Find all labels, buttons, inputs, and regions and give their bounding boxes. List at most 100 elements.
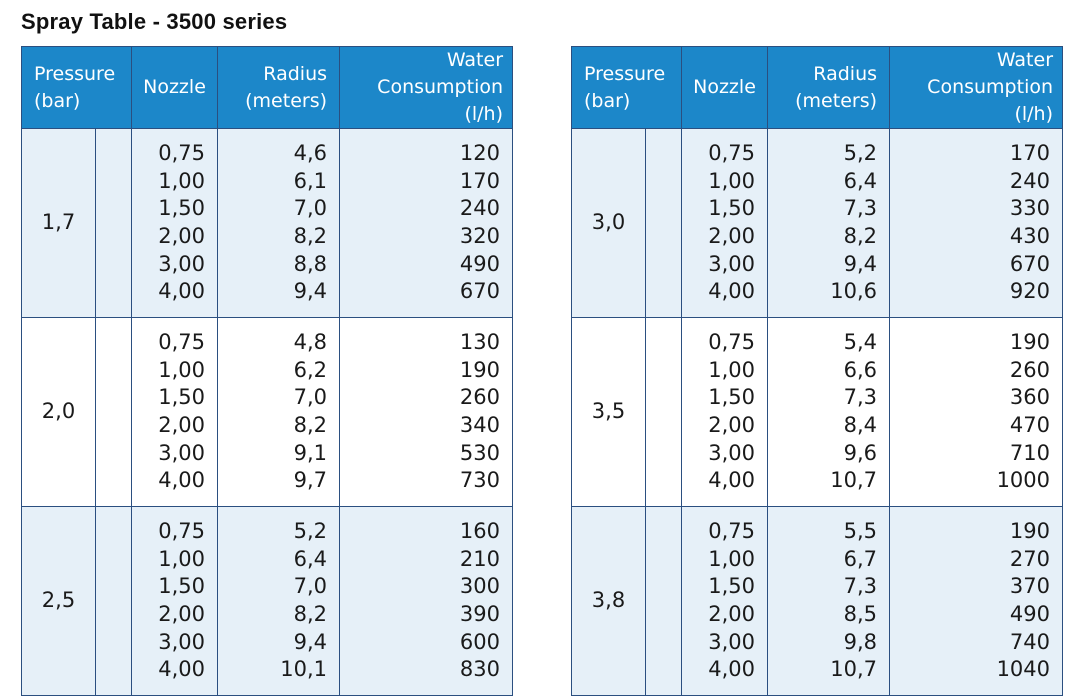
water-consumption-value: 600: [459, 629, 501, 654]
radius-value: 7,3: [843, 574, 878, 599]
water-consumption-value: 920: [1009, 279, 1051, 304]
nozzle-value: 1,00: [708, 168, 756, 193]
water-consumption-value: 190: [1009, 518, 1051, 543]
pressure-group-row: 1,7 0,75 1,00 1,50 2,00 3,00 4,00 4,6 6,1 7,0 8,2 8…: [21, 128, 514, 318]
radius-value: 9,4: [843, 251, 878, 276]
header-radius-line1: Radius: [263, 62, 328, 85]
radius-value: 9,6: [843, 440, 878, 465]
water-consumption-value: 340: [459, 413, 501, 437]
nozzle-column-cell: 0,75 1,00 1,50 2,00 3,00 4,00: [681, 506, 769, 696]
water-consumption-value: 470: [1009, 413, 1051, 437]
nozzle-value: 2,00: [708, 602, 756, 626]
radius-value: 5,5: [843, 518, 878, 543]
water-consumption-value: 390: [459, 602, 501, 626]
nozzle-value: 0,75: [708, 518, 756, 543]
header-radius-line2: (meters): [795, 89, 878, 112]
nozzle-value: 3,00: [158, 251, 206, 276]
water-consumption-value: 170: [459, 168, 501, 193]
nozzle-value: 2,00: [708, 224, 756, 248]
nozzle-value: 2,00: [158, 602, 206, 626]
spray-table-left: Pressure (bar) Nozzle Radius (meters) Wa…: [20, 46, 514, 696]
nozzle-value: 3,00: [708, 629, 756, 654]
nozzle-value: 2,00: [158, 224, 206, 248]
nozzle-value: 1,50: [158, 574, 206, 599]
water-column-cell: 190 260 360 470 710 1000: [889, 317, 1064, 507]
header-radius-line2: (meters): [245, 89, 328, 112]
table-body: 1,7 0,75 1,00 1,50 2,00 3,00 4,00 4,6 6,1 7,0 8,2 8…: [21, 128, 514, 696]
water-consumption-value: 430: [1009, 224, 1051, 248]
nozzle-value: 3,00: [158, 629, 206, 654]
pressure-value: 2,0: [21, 317, 96, 507]
header-pressure-line1: Pressure: [584, 62, 666, 85]
water-consumption-value: 160: [459, 518, 501, 543]
header-water: Water Consumption (l/h): [889, 46, 1064, 129]
header-pressure-line2: (bar): [34, 89, 81, 112]
nozzle-column-cell: 0,75 1,00 1,50 2,00 3,00 4,00: [681, 317, 769, 507]
water-consumption-value: 710: [1009, 440, 1051, 465]
header-pressure-line1: Pressure: [34, 62, 116, 85]
radius-value: 4,6: [293, 140, 328, 165]
nozzle-column-cell: 0,75 1,00 1,50 2,00 3,00 4,00: [131, 128, 219, 318]
header-nozzle: Nozzle: [131, 46, 219, 129]
nozzle-column-cell: 0,75 1,00 1,50 2,00 3,00 4,00: [131, 317, 219, 507]
pressure-group-row: 3,5 0,75 1,00 1,50 2,00 3,00 4,00 5,4 6,6 7,3 8,4 9…: [571, 317, 1064, 507]
pressure-value: 2,5: [21, 506, 96, 696]
water-consumption-value: 490: [459, 251, 501, 276]
water-consumption-value: 300: [459, 574, 501, 599]
header-water-line1: Water: [996, 49, 1054, 71]
water-column-cell: 120 170 240 320 490 670: [339, 128, 514, 318]
radius-value: 5,2: [843, 140, 878, 165]
pressure-value: 3,8: [571, 506, 646, 696]
nozzle-value: 1,50: [708, 385, 756, 410]
nozzle-value: 3,00: [708, 251, 756, 276]
nozzle-value: 0,75: [158, 329, 206, 354]
header-water-line2: Consumption (l/h): [927, 76, 1054, 125]
radius-value: 7,0: [293, 574, 328, 599]
radius-value: 10,7: [830, 657, 878, 682]
pressure-group-row: 3,0 0,75 1,00 1,50 2,00 3,00 4,00 5,2 6,4 7,3 8,2 9…: [571, 128, 1064, 318]
water-consumption-value: 830: [459, 657, 501, 682]
radius-value: 8,2: [293, 413, 328, 437]
empty-cell: [94, 128, 133, 318]
water-consumption-value: 260: [1009, 357, 1051, 382]
header-pressure: Pressure (bar): [570, 46, 683, 129]
radius-value: 7,3: [843, 385, 878, 410]
radius-value: 8,8: [293, 251, 328, 276]
water-consumption-value: 490: [1009, 602, 1051, 626]
radius-value: 9,8: [843, 629, 878, 654]
nozzle-value: 2,00: [708, 413, 756, 437]
nozzle-value: 1,50: [158, 196, 206, 221]
radius-column-cell: 5,2 6,4 7,3 8,2 9,4 10,6: [767, 128, 891, 318]
water-column-cell: 130 190 260 340 530 730: [339, 317, 514, 507]
nozzle-value: 1,00: [708, 357, 756, 382]
radius-column-cell: 5,2 6,4 7,0 8,2 9,4 10,1: [217, 506, 341, 696]
radius-value: 10,1: [280, 657, 328, 682]
nozzle-column-cell: 0,75 1,00 1,50 2,00 3,00 4,00: [681, 128, 769, 318]
water-consumption-value: 330: [1009, 196, 1051, 221]
radius-value: 7,0: [293, 385, 328, 410]
water-consumption-value: 530: [459, 440, 501, 465]
water-consumption-value: 320: [459, 224, 501, 248]
water-consumption-value: 170: [1009, 140, 1051, 165]
water-consumption-value: 190: [1009, 329, 1051, 354]
empty-cell: [644, 317, 683, 507]
pressure-value: 1,7: [21, 128, 96, 318]
nozzle-column-cell: 0,75 1,00 1,50 2,00 3,00 4,00: [131, 506, 219, 696]
radius-column-cell: 5,4 6,6 7,3 8,4 9,6 10,7: [767, 317, 891, 507]
header-water: Water Consumption (l/h): [339, 46, 514, 129]
radius-value: 10,7: [830, 468, 878, 493]
table-header-row: Pressure (bar) Nozzle Radius (meters) Wa…: [20, 46, 514, 129]
nozzle-value: 4,00: [708, 657, 756, 682]
pressure-group-row: 2,5 0,75 1,00 1,50 2,00 3,00 4,00 5,2 6,4 7,0 8,2 9…: [21, 506, 514, 696]
radius-value: 8,5: [843, 602, 878, 626]
water-consumption-value: 190: [459, 357, 501, 382]
spray-table-right: Pressure (bar) Nozzle Radius (meters) Wa…: [570, 46, 1064, 696]
water-consumption-value: 370: [1009, 574, 1051, 599]
radius-value: 9,4: [293, 629, 328, 654]
pressure-group-row: 2,0 0,75 1,00 1,50 2,00 3,00 4,00 4,8 6,2 7,0 8,2 9…: [21, 317, 514, 507]
water-column-cell: 160 210 300 390 600 830: [339, 506, 514, 696]
radius-value: 4,8: [293, 329, 328, 354]
radius-value: 8,2: [843, 224, 878, 248]
nozzle-value: 1,00: [158, 546, 206, 571]
header-pressure-line2: (bar): [584, 89, 631, 112]
